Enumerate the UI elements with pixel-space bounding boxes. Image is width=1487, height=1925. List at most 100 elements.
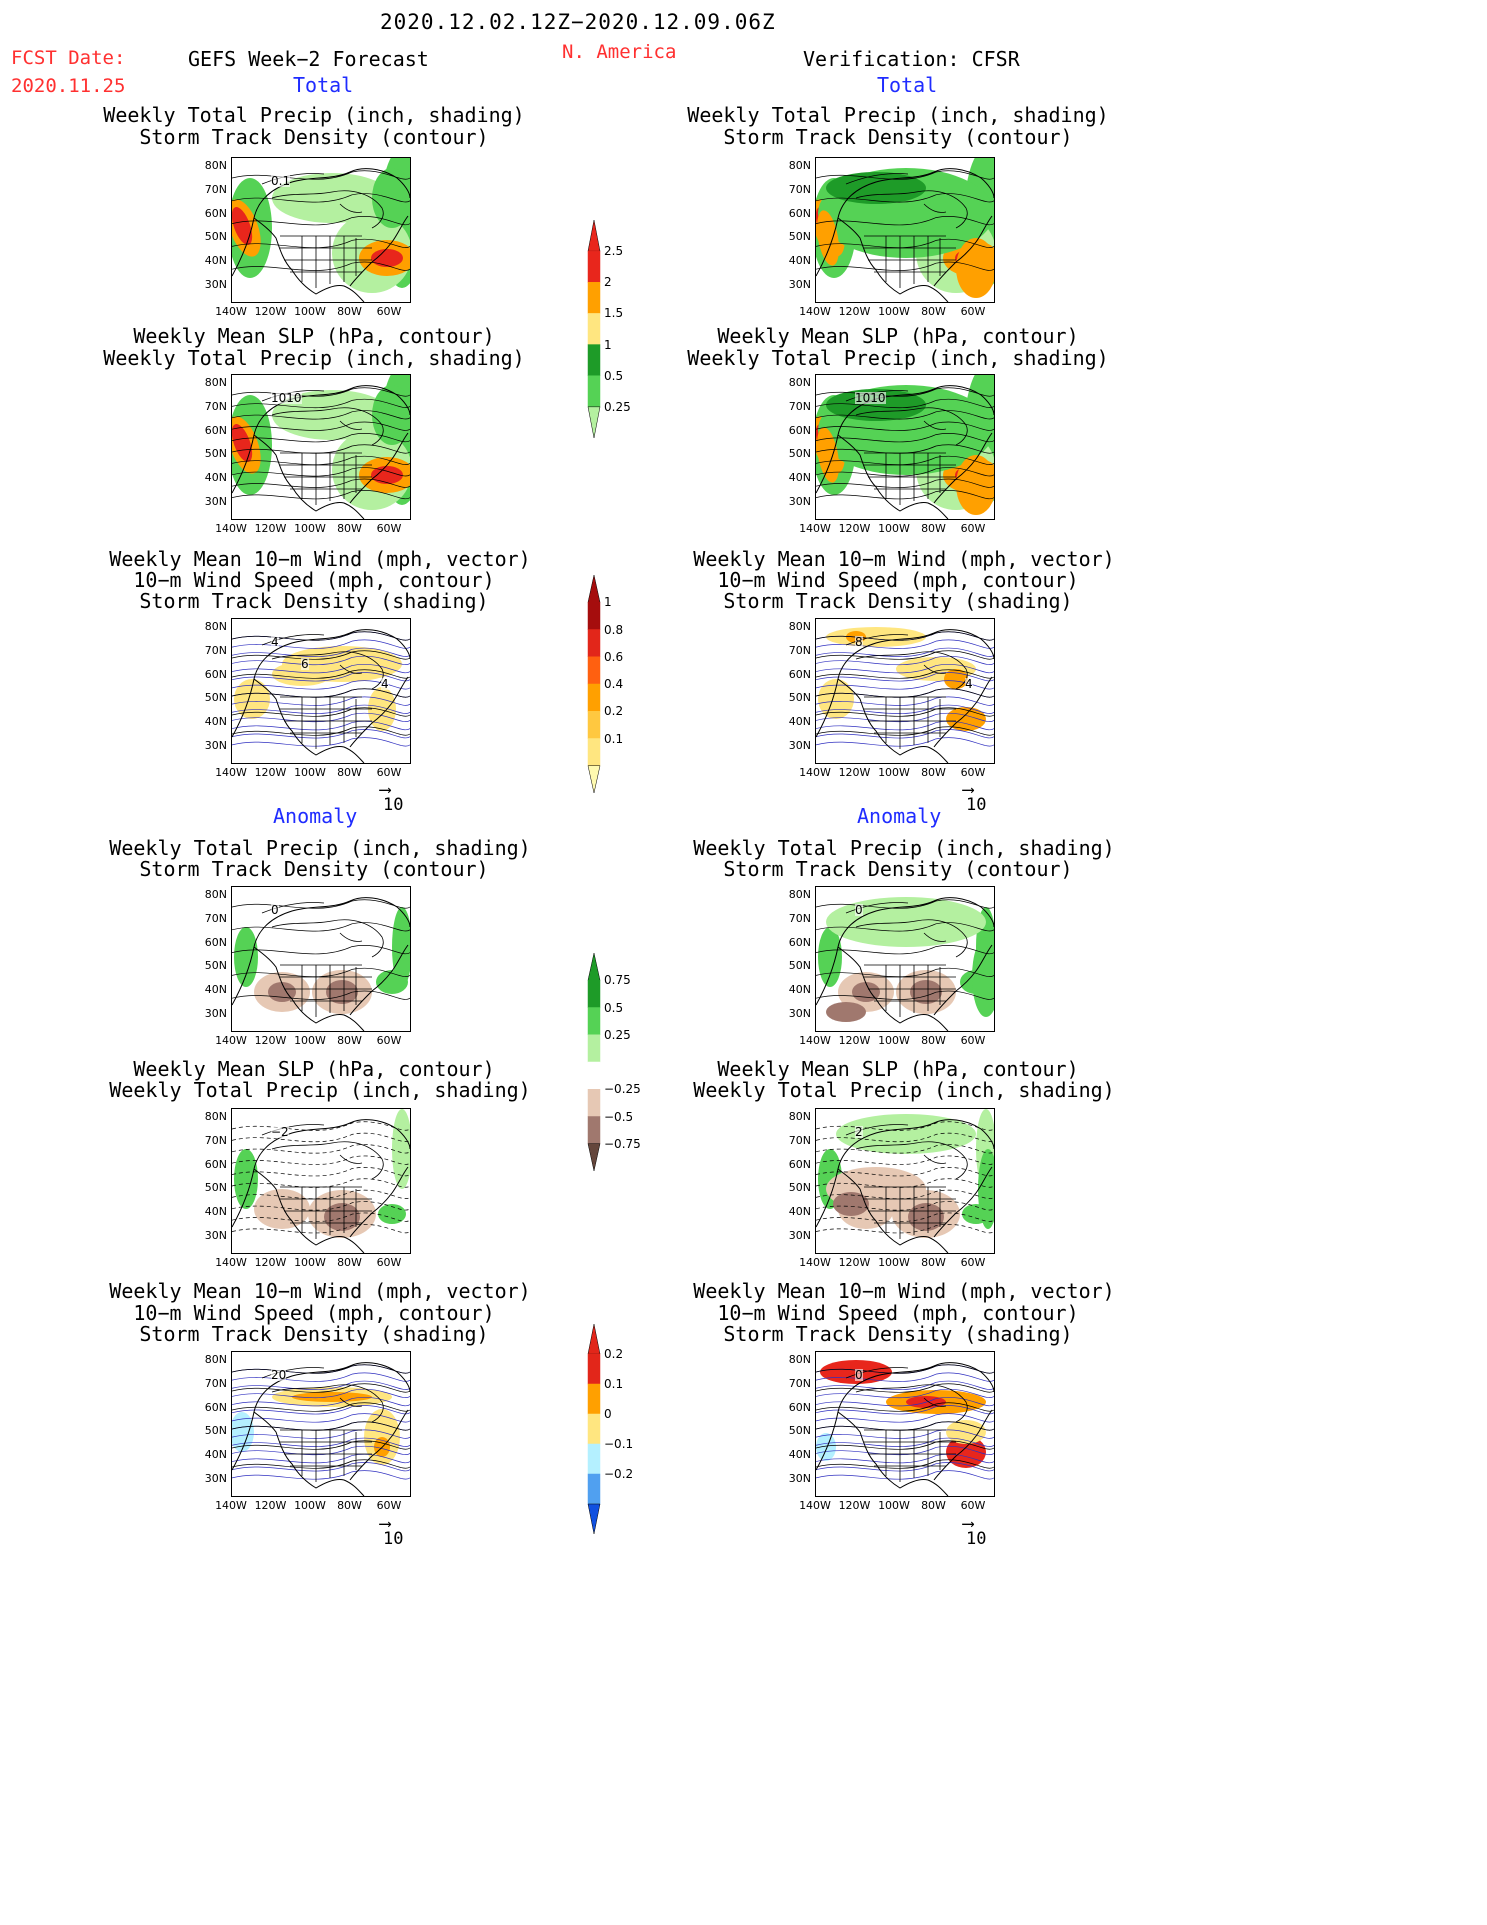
lat-tick-label: 60N [788,1157,811,1171]
colorbar [587,575,601,794]
lat-tick-label: 70N [788,182,811,196]
colorbar-segment [587,683,601,712]
lon-tick-label: 100W [294,766,326,779]
map-plot [232,629,410,763]
lat-tick-label: 40N [204,471,227,485]
colorbar-tick-label: 0.75 [604,973,631,988]
lon-tick-label: 140W [215,305,247,318]
lon-tick-label: 140W [215,1034,247,1047]
map-panel [231,1108,411,1254]
lon-tick-label: 80W [921,766,946,779]
lat-tick-label: 30N [204,1472,227,1485]
lon-tick-label: 100W [294,1034,326,1047]
colorbar-segment [587,282,601,314]
lat-tick-label: 50N [788,1181,811,1195]
lat-tick-label: 30N [788,1229,811,1242]
lat-tick-label: 30N [788,739,811,752]
map-panel [231,886,411,1032]
date-range-title: 2020.12.02.12Z−2020.12.09.06Z [380,10,776,34]
colorbar-segment [587,629,601,657]
colorbar-tick-label: 0.2 [604,1347,624,1361]
colorbar-segment [587,1089,601,1117]
lon-tick-label: 100W [878,766,910,779]
map-panel [231,374,411,520]
map-panel [815,618,995,764]
colorbar-tick-label: 0.6 [604,649,624,664]
panel-title: Storm Track Density (contour) [139,125,489,149]
lon-tick-label: 100W [294,305,326,318]
contour-label: 0 [855,1368,863,1382]
lon-tick-label: 100W [878,305,910,318]
panel-title: Weekly Mean SLP (hPa, contour) [717,1057,1079,1081]
lon-tick-label: 140W [799,305,831,318]
lat-tick-label: 40N [204,715,227,729]
lon-tick-label: 120W [254,522,287,535]
panel-title: Storm Track Density (contour) [723,857,1073,881]
colorbar-tick-label: 0.2 [604,704,624,719]
colorbar-segment [587,1007,601,1035]
colorbar-segment [587,738,601,766]
vector-ref-label: 10 [383,795,404,815]
lon-tick-label: 120W [838,766,871,779]
colorbar-segment [587,1353,601,1385]
region-title: N. America [562,41,677,63]
map-panel [815,157,995,303]
contour-label: 1010 [271,391,302,405]
lat-tick-label: 70N [788,1376,811,1390]
panel-title: Weekly Total Precip (inch, shading) [687,346,1109,370]
panel-title: Weekly Mean SLP (hPa, contour) [133,324,495,348]
colorbar-segment [587,313,601,345]
lat-tick-label: 60N [788,1400,811,1414]
lat-tick-label: 80N [204,888,227,901]
lat-tick-label: 70N [204,1133,227,1147]
lat-tick-label: 80N [788,888,811,901]
lat-tick-label: 50N [204,1181,227,1195]
lat-tick-label: 70N [788,1133,811,1147]
panel-title: Weekly Total Precip (inch, shading) [109,1078,531,1102]
lat-tick-label: 80N [788,159,811,172]
lon-tick-label: 60W [376,1034,402,1047]
vector-ref-label: 10 [966,1529,987,1549]
map-plot [816,375,994,519]
map-panel [231,618,411,764]
lat-tick-label: 30N [788,495,811,508]
map-plot [816,1360,994,1496]
map-panel [815,374,995,520]
lat-tick-label: 80N [788,1353,811,1366]
lat-tick-label: 30N [204,1007,227,1020]
lat-tick-label: 80N [204,620,227,633]
lon-tick-label: 80W [337,1034,362,1047]
lat-tick-label: 70N [204,1376,227,1390]
colorbar-tick-label: 0.1 [604,731,624,746]
lat-tick-label: 50N [204,691,227,705]
lon-tick-label: 120W [254,1256,287,1269]
map-plot [816,897,994,1031]
lon-tick-label: 120W [838,522,871,535]
lon-tick-label: 60W [960,522,986,535]
lon-tick-label: 60W [960,1034,986,1047]
colorbar-arrow-top [587,1324,601,1355]
lat-tick-label: 80N [788,1110,811,1123]
lon-tick-label: 80W [337,522,362,535]
lon-tick-label: 100W [294,1499,326,1512]
lon-tick-label: 80W [337,1256,362,1269]
lon-tick-label: 60W [960,766,986,779]
panel-title: Weekly Mean 10−m Wind (mph, vector) [693,1279,1115,1303]
panel-title: Storm Track Density (shading) [723,589,1073,613]
lat-tick-label: 80N [204,1110,227,1123]
colorbar-tick-label: 0.5 [604,368,624,383]
lat-tick-label: 30N [788,278,811,291]
lon-tick-label: 120W [838,1034,871,1047]
lat-tick-label: 60N [788,935,811,949]
lon-tick-label: 120W [838,305,871,318]
lat-tick-label: 60N [204,667,227,681]
vector-ref-arrow: ⟶ [963,1514,974,1534]
panel-title: Storm Track Density (shading) [139,589,489,613]
lat-tick-label: 60N [204,423,227,437]
lat-tick-label: 40N [788,471,811,485]
map-panel [231,1351,411,1497]
colorbar-tick-label: −0.2 [604,1467,634,1481]
contour-label: 4 [271,635,279,649]
lat-tick-label: 60N [204,935,227,949]
colorbar-tick-label: −0.75 [604,1136,641,1151]
